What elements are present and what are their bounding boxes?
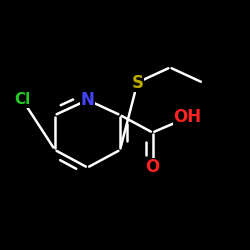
Text: OH: OH: [174, 108, 202, 126]
Text: O: O: [146, 158, 160, 176]
Text: Cl: Cl: [14, 92, 30, 108]
Text: S: S: [132, 74, 143, 92]
Text: N: N: [80, 91, 94, 109]
